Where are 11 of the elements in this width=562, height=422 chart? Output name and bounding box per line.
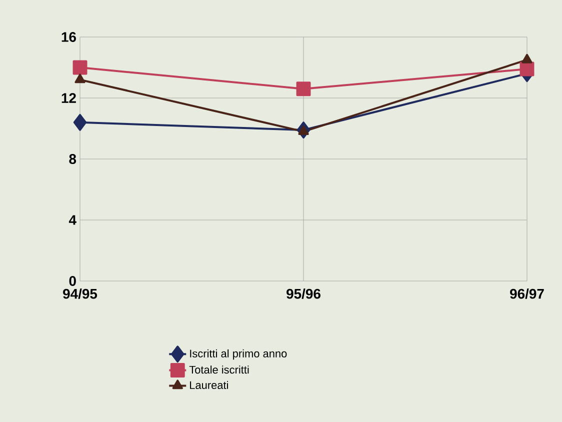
y-tick-label: 4: [68, 215, 76, 225]
x-tick-label: 95/96: [286, 288, 320, 299]
x-tick-label: 94/95: [63, 288, 98, 299]
y-tick-label: 8: [69, 154, 76, 164]
legend-label: Totale iscritti: [189, 366, 249, 374]
y-tick-label: 12: [62, 93, 76, 103]
y-tick-label: 0: [69, 276, 76, 286]
legend-label: Iscritti al primo anno: [190, 349, 287, 360]
y-tick-label: 16: [62, 32, 76, 42]
legend-label: Laureati: [190, 380, 228, 390]
x-tick-label: 96/97: [510, 288, 544, 299]
